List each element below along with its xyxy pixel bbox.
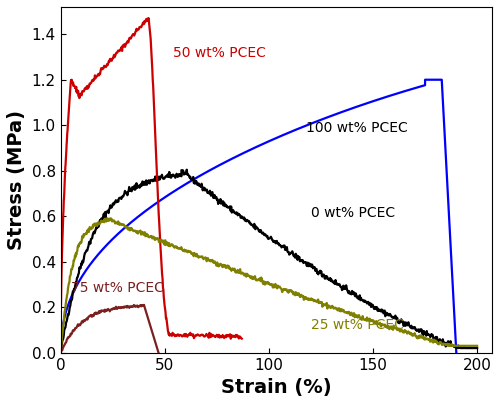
X-axis label: Strain (%): Strain (%) [221, 378, 332, 397]
Text: 100 wt% PCEC: 100 wt% PCEC [306, 121, 408, 135]
Text: 50 wt% PCEC: 50 wt% PCEC [173, 46, 266, 60]
Text: 0 wt% PCEC: 0 wt% PCEC [310, 206, 394, 220]
Text: 25 wt% PCEC: 25 wt% PCEC [310, 318, 404, 332]
Text: 75 wt% PCEC: 75 wt% PCEC [71, 281, 164, 295]
Y-axis label: Stress (MPa): Stress (MPa) [7, 110, 26, 250]
